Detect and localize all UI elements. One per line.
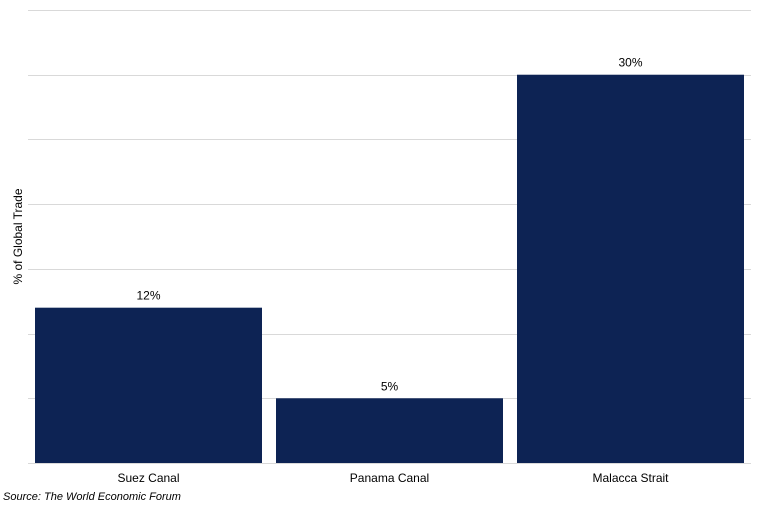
source-note: Source: The World Economic Forum [3, 491, 181, 503]
data-label: 30% [618, 56, 642, 70]
bar [517, 74, 744, 463]
data-label: 12% [136, 289, 160, 303]
data-labels: 12% 5% 30% [136, 56, 642, 394]
source-label: Source: [3, 491, 41, 503]
data-label: 5% [381, 379, 399, 393]
x-tick-labels: Suez Canal Panama Canal Malacca Strait [117, 471, 669, 485]
x-tick-label: Suez Canal [117, 471, 179, 485]
y-axis-label: % of Global Trade [11, 188, 25, 284]
x-tick-label: Panama Canal [350, 471, 429, 485]
bars [35, 74, 744, 463]
bar [35, 307, 262, 463]
x-tick-label: Malacca Strait [592, 471, 669, 485]
source-text: The World Economic Forum [43, 491, 181, 503]
bar [276, 398, 503, 463]
